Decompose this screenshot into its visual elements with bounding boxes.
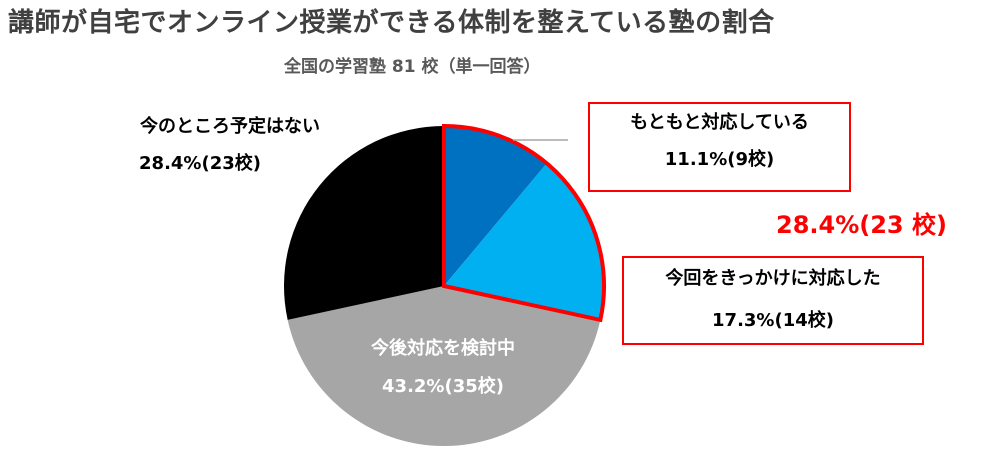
slice-label-box-motomoto bbox=[588, 102, 851, 192]
chart-subtitle: 全国の学習塾 81 校（単一回答） bbox=[284, 57, 541, 77]
slice-label-kento: 今後対応を検討中 bbox=[371, 338, 515, 359]
pie-slice-yotei-nashi bbox=[283, 126, 444, 320]
pie-slice-kikkake bbox=[444, 163, 604, 320]
slice-value-yotei-nashi: 28.4%(23校) bbox=[139, 153, 261, 174]
slice-label-motomoto: もともと対応している bbox=[630, 112, 809, 133]
group-total-label: 28.4%(23 校) bbox=[776, 211, 947, 239]
slice-value-kento: 43.2%(35校) bbox=[382, 376, 504, 397]
slice-label-kikkake: 今回をきっかけに対応した bbox=[665, 268, 881, 289]
pie-slice-motomoto bbox=[444, 126, 547, 286]
highlight-arc bbox=[442, 123, 606, 323]
pie-slice-kento bbox=[287, 286, 601, 447]
slice-value-kikkake: 17.3%(14校) bbox=[712, 310, 834, 331]
slice-label-yotei-nashi: 今のところ予定はない bbox=[140, 116, 320, 137]
slice-value-motomoto: 11.1%(9校) bbox=[664, 149, 775, 170]
slice-label-box-kikkake bbox=[622, 256, 924, 345]
chart-title: 講師が自宅でオンライン授業ができる体制を整えている塾の割合 bbox=[8, 8, 775, 38]
